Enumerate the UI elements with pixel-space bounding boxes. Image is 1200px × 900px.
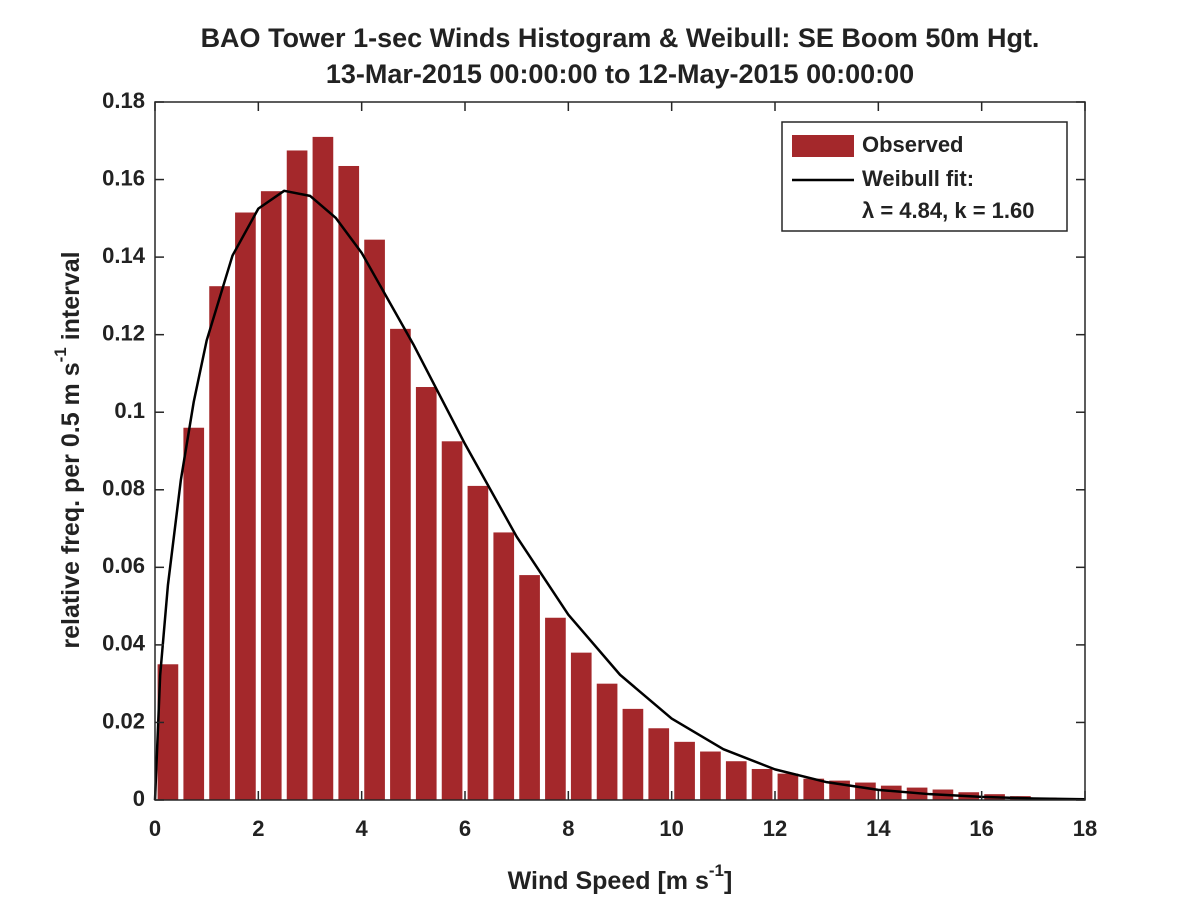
- bar: [312, 136, 334, 800]
- bar: [209, 286, 230, 800]
- bar: [803, 778, 825, 800]
- bar: [183, 427, 205, 800]
- y-tick-label: 0.16: [102, 165, 145, 190]
- bar: [570, 652, 592, 800]
- y-tick-label: 0.1: [114, 398, 145, 423]
- bar: [467, 485, 489, 800]
- bar: [286, 150, 308, 800]
- bar: [622, 708, 644, 800]
- plot-frame: [154, 101, 1086, 801]
- y-tick-label: 0.18: [102, 88, 145, 113]
- x-tick-label: 16: [969, 816, 993, 841]
- y-tick-label: 0.12: [102, 320, 145, 345]
- bar: [751, 768, 773, 800]
- y-label-tail: interval: [57, 251, 85, 347]
- legend-label: Observed: [862, 132, 964, 157]
- bar: [364, 239, 385, 800]
- chart-title: BAO Tower 1-sec Winds Histogram & Weibul…: [201, 23, 1040, 53]
- bar: [338, 165, 360, 800]
- legend-label: Weibull fit:: [862, 166, 974, 191]
- bar: [725, 761, 747, 800]
- y-label-sup: -1: [51, 347, 70, 362]
- x-label-sup: -1: [709, 861, 724, 880]
- weibull-line: [153, 189, 1086, 801]
- chart-subtitle: 13-Mar-2015 00:00:00 to 12-May-2015 00:0…: [326, 59, 914, 89]
- x-tick-label: 6: [459, 816, 471, 841]
- x-axis-label: Wind Speed [m s-1]: [508, 861, 733, 894]
- y-tick-label: 0.08: [102, 476, 145, 501]
- y-tick-label: 0.06: [102, 553, 145, 578]
- x-tick-label: 10: [659, 816, 683, 841]
- x-tick-label: 18: [1073, 816, 1097, 841]
- bar: [596, 683, 618, 800]
- bar: [415, 387, 437, 800]
- bar: [545, 617, 566, 800]
- bar: [235, 212, 256, 800]
- x-label-text: Wind Speed [m s: [508, 867, 709, 895]
- y-label-text: relative freq. per 0.5 m s: [57, 362, 85, 648]
- y-tick-label: 0.04: [102, 631, 146, 656]
- x-tick-label: 4: [356, 816, 369, 841]
- x-tick-label: 8: [562, 816, 574, 841]
- x-tick-label: 0: [149, 816, 161, 841]
- bar: [648, 728, 670, 800]
- y-tick-label: 0.14: [102, 243, 146, 268]
- x-tick-label: 2: [252, 816, 264, 841]
- bar: [519, 575, 540, 800]
- bar: [700, 751, 721, 800]
- y-tick-label: 0: [133, 786, 145, 811]
- x-tick-label: 14: [866, 816, 891, 841]
- bar: [777, 773, 799, 800]
- legend: Observed Weibull fit: λ = 4.84, k = 1.60: [781, 121, 1068, 232]
- bar: [441, 441, 463, 800]
- bar: [855, 782, 876, 800]
- bar: [880, 785, 902, 800]
- bar: [260, 191, 282, 800]
- legend-swatch: [792, 135, 854, 157]
- y-axis-label: relative freq. per 0.5 m s-1 interval: [51, 251, 84, 648]
- x-label-tail: ]: [724, 867, 732, 895]
- bar: [390, 328, 411, 800]
- x-tick-label: 12: [763, 816, 787, 841]
- bar: [493, 532, 515, 800]
- y-tick-label: 0.02: [102, 708, 145, 733]
- bar: [674, 741, 695, 800]
- bar: [157, 664, 179, 800]
- legend-parameters: λ = 4.84, k = 1.60: [862, 198, 1034, 223]
